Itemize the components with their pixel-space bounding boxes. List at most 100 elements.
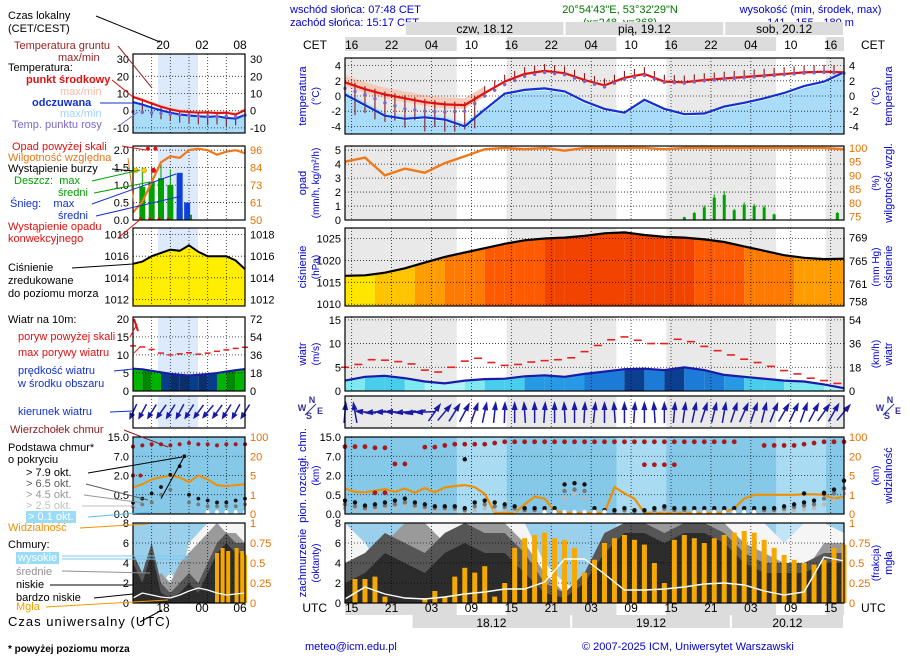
legend-punkt-srodkowy: punkt środkowy (26, 74, 111, 86)
tick-label: 36 (849, 339, 861, 351)
tick-label: 80 (849, 198, 861, 210)
legend-cisnienie-3: do poziomu morza (8, 288, 99, 300)
tick-label: 73 (250, 180, 262, 192)
legend-srodek-obszaru: w środku obszaru (18, 378, 105, 390)
axis-title-right: wilgotność wzgl. (883, 143, 895, 223)
tick-label: -4 (331, 121, 341, 133)
legend-okt-25: > 2.5 okt. (26, 500, 72, 512)
tick-label: -10 (250, 123, 266, 135)
hour-label: 10 (624, 38, 638, 52)
mini-hour-label: 02 (195, 38, 209, 52)
email-link[interactable]: meteo@icm.edu.pl (305, 641, 397, 653)
tick-label: 20 (849, 451, 861, 463)
sun-times: wschód słońca: 07:48 CET zachód słońca: … (290, 4, 421, 30)
legend-predkosc-wiatru: prędkość wiatru (18, 365, 96, 377)
hour-label: 21 (704, 601, 718, 615)
hour-label: 21 (385, 601, 399, 615)
tick-label: 20 (117, 314, 129, 326)
legend-podstawa-chmur: Podstawa chmur* (8, 442, 95, 454)
tick-label: 15 (329, 315, 341, 327)
legend-okt-65: > 6.5 okt. (26, 478, 72, 490)
tick-label: 5 (123, 368, 129, 380)
tick-label: 0.0 (114, 509, 129, 521)
tick-label: 5 (849, 471, 855, 483)
hour-label: 10 (465, 38, 479, 52)
legend-temp-gruntu: Temperatura gruntu (14, 40, 110, 52)
legend-punkt-rosy: Temp. punktu rosy (12, 119, 102, 131)
tick-label: 10 (117, 89, 129, 101)
tick-label: -2 (849, 106, 859, 118)
mini-hour-label: 06 (233, 601, 247, 615)
mini-hour-label: 20 (156, 38, 170, 52)
hour-label: 10 (784, 38, 798, 52)
legend-cet-cest: (CET/CEST) (8, 23, 70, 35)
legend-wiatr-10m: Wiatr na 10m: (8, 314, 77, 326)
tick-label: 3 (335, 173, 341, 185)
tick-label: 0.75 (849, 538, 870, 550)
hour-label: 15 (824, 601, 838, 615)
tick-label: 4 (849, 61, 855, 73)
legend-temp-maxmin: max/min (60, 86, 102, 98)
legend-temperatura-label: Temperatura: (8, 62, 73, 74)
tick-label: 758 (849, 297, 867, 309)
legend-odczuwana-maxmin: max/min (60, 108, 102, 120)
tick-label: 2 (335, 578, 341, 590)
tick-label: 761 (849, 279, 867, 291)
cet-label-left: CET (303, 38, 328, 52)
date-label: 20.12 (772, 616, 802, 630)
tick-label: 100 (250, 432, 268, 444)
tick-label: 1 (849, 490, 855, 502)
tick-label: 4 (335, 159, 341, 171)
tick-label: -4 (849, 121, 859, 133)
tick-label: 100 (849, 143, 867, 155)
tick-label: 2 (123, 578, 129, 590)
hour-label: 22 (704, 38, 718, 52)
tick-label: 1 (250, 490, 256, 502)
tick-label: 20 (117, 71, 129, 83)
tick-label: 0 (335, 386, 341, 398)
tick-label: 0 (849, 509, 855, 521)
tick-label: 1.0 (114, 180, 129, 192)
tick-label: 0 (335, 598, 341, 610)
tick-label: 96 (250, 145, 262, 157)
tick-label: 1016 (250, 251, 274, 263)
legend-opad-konw-2: konwekcyjnego (8, 233, 84, 245)
legend-max-porywy: max porywy wiatru (18, 347, 110, 359)
tick-label: 5 (250, 471, 256, 483)
tick-label: 0 (849, 598, 855, 610)
tick-label: 100 (849, 432, 867, 444)
compass-n: N (309, 395, 316, 405)
legend-mgla: Mgła (16, 601, 40, 613)
legend-kierunek-wiatru: kierunek wiatru (18, 406, 92, 418)
axis-title-left: (mm/h, kg/m²/h) (311, 148, 322, 219)
tick-label: 0.75 (250, 538, 271, 550)
tick-label: 72 (250, 314, 262, 326)
tick-label: 0 (123, 386, 129, 398)
legend-czas-utc: Czas uniwersalny (UTC) (8, 614, 171, 629)
legend-chmury-label: Chmury: (8, 539, 50, 551)
legend-chmury-wysokie: wysokie (16, 552, 60, 564)
hour-label: 09 (624, 601, 638, 615)
axis-title-right: mgła (883, 550, 895, 575)
axis-title-right: ciśnienie (883, 246, 895, 289)
footnote: * powyżej poziomu morza (8, 644, 130, 655)
tick-label: 0.5 (326, 490, 341, 502)
hour-label: 04 (584, 38, 598, 52)
tick-label: 15.0 (320, 432, 341, 444)
tick-label: 0 (849, 91, 855, 103)
tick-label: 769 (849, 232, 867, 244)
legend-snieg-sredni: średni (58, 210, 88, 222)
altitude-label: wysokość (min, środek, max) (739, 4, 882, 16)
tick-label: 0.5 (849, 558, 864, 570)
tick-label: 2.0 (114, 471, 129, 483)
hour-label: 16 (664, 38, 678, 52)
legend-o-pokryciu: o pokryciu (8, 454, 59, 466)
tick-label: 30 (117, 54, 129, 66)
tick-label: 0 (849, 386, 855, 398)
tick-label: 1.5 (114, 163, 129, 175)
tick-label: -2 (331, 106, 341, 118)
tick-label: 1 (849, 518, 855, 530)
hour-label: 16 (345, 38, 359, 52)
legend-chmury-niskie: niskie (16, 579, 45, 591)
hour-label: 03 (425, 601, 439, 615)
